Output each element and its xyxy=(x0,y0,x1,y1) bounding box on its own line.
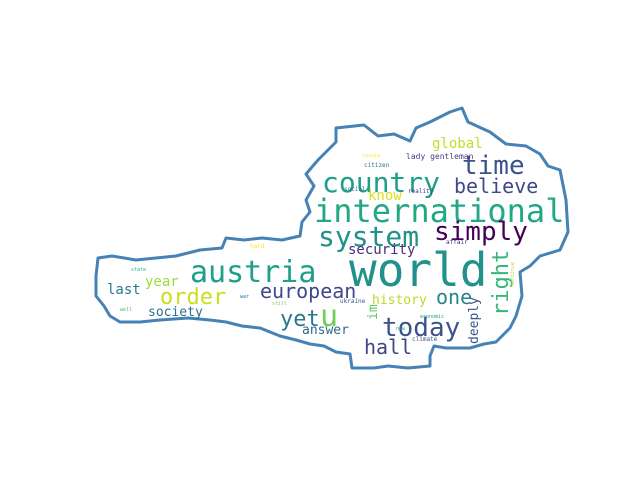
cloud-word-today: today xyxy=(382,313,460,343)
cloud-word-year: year xyxy=(145,274,179,290)
cloud-word-system: system xyxy=(318,220,419,253)
austria-shape-outline xyxy=(94,106,570,370)
cloud-word-hard: hard xyxy=(250,243,265,250)
cloud-word-new: new xyxy=(396,326,406,332)
cloud-word-know: know xyxy=(368,188,402,204)
cloud-word-im: im xyxy=(366,304,381,320)
cloud-word-one: one xyxy=(436,285,472,309)
cloud-word-society: society xyxy=(148,305,203,320)
cloud-word-answer: answer xyxy=(302,323,349,338)
cloud-word-u: u xyxy=(320,299,338,334)
cloud-word-ukraine: ukraine xyxy=(340,298,366,305)
cloud-word-security: security xyxy=(348,242,415,258)
cloud-word-war: war xyxy=(240,294,249,300)
cloud-word-yet: yet xyxy=(280,307,320,332)
cloud-word-history: history xyxy=(372,293,427,308)
cloud-word-state: state xyxy=(131,267,146,273)
cloud-word-simply: simply xyxy=(434,217,528,247)
cloud-word-climate: climate xyxy=(412,336,438,343)
cloud-word-country: country xyxy=(322,166,440,199)
cloud-word-believe: believe xyxy=(454,174,538,198)
cloud-word-still: still xyxy=(272,301,287,307)
cloud-word-time: time xyxy=(462,151,525,181)
cloud-word-order: order xyxy=(160,285,226,310)
cloud-word-right: right xyxy=(489,250,514,316)
cloud-word-russia: russia xyxy=(362,153,380,159)
cloud-word-lady-gentleman: lady gentleman xyxy=(406,152,474,161)
cloud-word-hall: hall xyxy=(364,335,412,359)
cloud-word-continue: continue xyxy=(510,262,516,286)
cloud-word-international: international xyxy=(314,192,564,230)
cloud-word-affair: affair xyxy=(446,239,468,246)
cloud-word-economic: economic xyxy=(420,314,444,320)
cloud-word-global: global xyxy=(432,136,483,152)
cloud-word-social: social xyxy=(344,186,366,193)
cloud-word-citizen: citizen xyxy=(364,162,390,169)
cloud-word-world: world xyxy=(349,243,487,297)
cloud-word-reality: reality xyxy=(408,188,434,195)
cloud-word-european: european xyxy=(260,279,356,303)
cloud-word-last: last xyxy=(107,282,141,298)
cloud-word-deeply: deeply xyxy=(467,297,482,344)
cloud-word-austria: austria xyxy=(190,255,316,290)
cloud-word-well: well xyxy=(120,307,132,313)
